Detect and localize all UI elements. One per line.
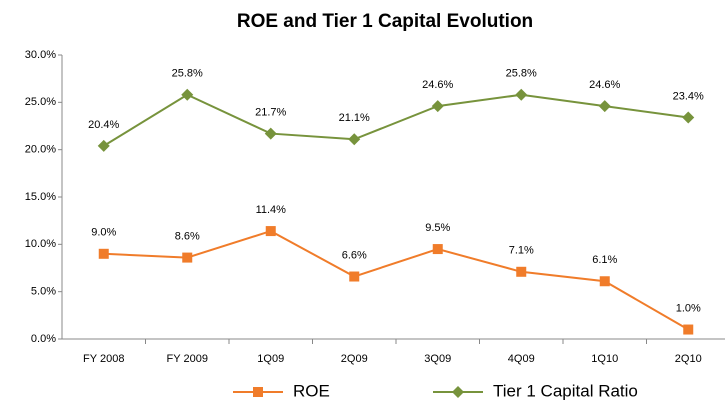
point bbox=[97, 139, 110, 152]
point bbox=[264, 127, 277, 140]
point bbox=[349, 271, 360, 282]
value-label: 9.5% bbox=[425, 222, 450, 234]
value-label: 21.1% bbox=[339, 112, 370, 124]
x-tick-label: FY 2008 bbox=[83, 353, 124, 365]
y-tick-label: 10.0% bbox=[25, 238, 56, 250]
x-tick-label: 1Q10 bbox=[591, 353, 618, 365]
value-label: 6.6% bbox=[342, 249, 367, 261]
point bbox=[515, 88, 528, 101]
point bbox=[598, 100, 611, 113]
y-tick-label: 25.0% bbox=[25, 96, 56, 108]
chart-title: ROE and Tier 1 Capital Evolution bbox=[237, 11, 533, 32]
point bbox=[182, 252, 193, 263]
value-label: 25.8% bbox=[506, 68, 537, 80]
point bbox=[181, 88, 194, 101]
x-tick-label: 1Q09 bbox=[257, 353, 284, 365]
y-tick-label: 0.0% bbox=[31, 333, 56, 345]
value-label: 7.1% bbox=[509, 245, 534, 257]
x-tick-label: 2Q09 bbox=[341, 353, 368, 365]
legend-label: Tier 1 Capital Ratio bbox=[493, 381, 638, 400]
value-label: 25.8% bbox=[172, 68, 203, 80]
series-line bbox=[103, 93, 689, 147]
legend-marker bbox=[452, 386, 464, 398]
value-label: 6.1% bbox=[592, 254, 617, 266]
point bbox=[682, 111, 695, 124]
value-label: 24.6% bbox=[422, 79, 453, 91]
y-tick-label: 30.0% bbox=[25, 49, 56, 61]
point bbox=[599, 276, 610, 287]
point bbox=[98, 248, 109, 259]
series-line bbox=[103, 229, 689, 331]
value-label: 23.4% bbox=[673, 90, 704, 102]
legend-marker bbox=[253, 387, 263, 397]
point bbox=[432, 244, 443, 255]
value-label: 8.6% bbox=[175, 230, 200, 242]
point bbox=[431, 100, 444, 113]
x-tick-label: 3Q09 bbox=[424, 353, 451, 365]
value-label: 24.6% bbox=[589, 79, 620, 91]
point bbox=[348, 133, 361, 146]
value-label: 20.4% bbox=[88, 119, 119, 131]
x-tick-label: 2Q10 bbox=[675, 353, 702, 365]
y-tick-label: 15.0% bbox=[25, 191, 56, 203]
y-tick-label: 5.0% bbox=[31, 286, 56, 298]
value-label: 1.0% bbox=[676, 302, 701, 314]
value-label: 11.4% bbox=[256, 204, 287, 216]
point bbox=[516, 266, 527, 277]
value-label: 21.7% bbox=[255, 106, 286, 118]
legend-label: ROE bbox=[293, 381, 330, 400]
x-tick-label: 4Q09 bbox=[508, 353, 535, 365]
point bbox=[683, 324, 694, 335]
value-label: 9.0% bbox=[91, 227, 116, 239]
point bbox=[265, 226, 276, 237]
y-tick-label: 20.0% bbox=[25, 144, 56, 156]
x-tick-label: FY 2009 bbox=[167, 353, 208, 365]
